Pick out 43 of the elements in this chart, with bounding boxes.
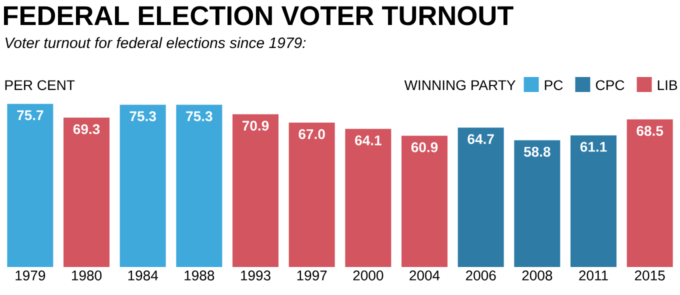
x-tick-label: 1988 — [184, 270, 214, 280]
data-label: 60.9 — [411, 142, 438, 152]
chart-subtitle: Voter turnout for federal elections since 1979: — [6, 37, 306, 48]
x-tick-label: 1997 — [297, 270, 327, 280]
y-axis-title: PER CENT — [5, 80, 75, 90]
data-label: 64.1 — [355, 135, 382, 146]
data-label: 64.7 — [468, 134, 494, 144]
bar — [64, 118, 110, 267]
bar — [345, 128, 392, 267]
data-label: 75.7 — [17, 110, 44, 120]
chart-title: FEDERAL ELECTION VOTER TURNOUT — [4, 6, 514, 26]
x-tick-label: 2011 — [579, 270, 608, 280]
bar — [176, 104, 222, 267]
x-tick-label: 2015 — [634, 270, 665, 280]
data-label: 68.5 — [636, 126, 664, 136]
data-label: 58.8 — [524, 146, 550, 157]
bar — [458, 128, 504, 267]
legend-label: PC — [544, 80, 563, 90]
legend-label: CPC — [596, 80, 624, 90]
bar — [120, 104, 166, 267]
bar — [7, 104, 54, 267]
bar — [626, 119, 673, 267]
x-tick-label: 1979 — [16, 270, 46, 280]
bar — [570, 135, 617, 267]
legend-title: WINNING PARTY — [404, 80, 516, 90]
x-tick-label: 1984 — [128, 270, 158, 280]
x-tick-label: 2006 — [466, 270, 496, 280]
data-label: 61.1 — [580, 142, 607, 152]
bar — [232, 114, 279, 267]
x-tick-label: 1993 — [241, 270, 270, 280]
x-tick-label: 2008 — [522, 270, 552, 280]
x-tick-label: 1980 — [72, 270, 102, 280]
x-tick-label: 2004 — [410, 270, 440, 280]
data-label: 70.9 — [242, 120, 269, 131]
data-label: 75.3 — [130, 111, 156, 122]
bar — [514, 140, 560, 267]
data-label: 69.3 — [73, 124, 100, 134]
bar — [402, 136, 448, 267]
x-tick-label: 2000 — [353, 270, 384, 280]
legend-label: LIB — [658, 80, 678, 90]
data-label: 67.0 — [298, 129, 325, 140]
bar — [288, 122, 335, 267]
data-label: 75.3 — [186, 111, 212, 122]
